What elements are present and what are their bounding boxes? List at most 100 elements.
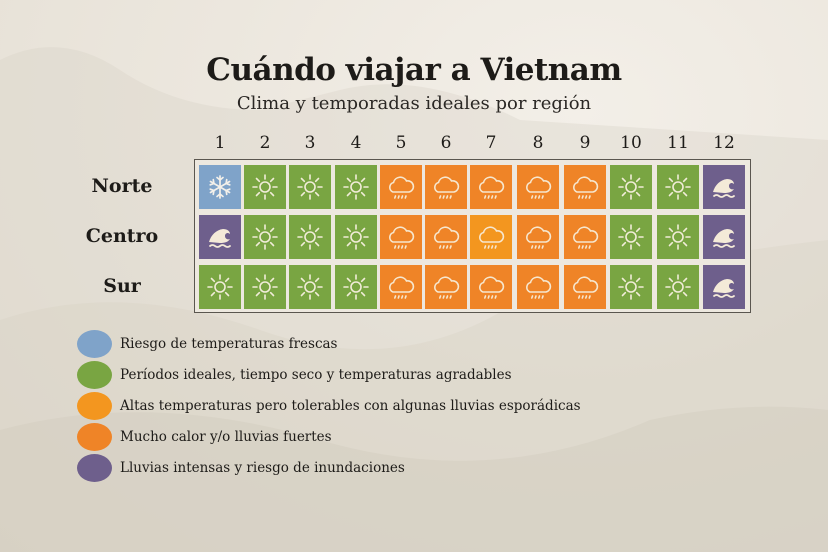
rain-cloud-icon <box>385 171 417 203</box>
month-label: 4 <box>350 133 362 153</box>
month-label: 12 <box>713 133 735 153</box>
sun-icon <box>615 221 647 253</box>
legend-item-ideal: Períodos ideales, tiempo seco y temperat… <box>77 359 581 390</box>
sun-icon <box>294 171 326 203</box>
sun-icon <box>204 271 236 303</box>
sun-icon <box>249 271 281 303</box>
legend-swatch <box>77 391 112 420</box>
cell-norte-10 <box>610 165 652 209</box>
legend: Riesgo de temperaturas frescas Períodos i… <box>77 328 581 483</box>
legend-swatch <box>77 422 112 451</box>
month-label: 11 <box>667 133 689 153</box>
rain-cloud-icon <box>522 221 554 253</box>
legend-swatch <box>77 453 112 482</box>
rain-cloud-icon <box>569 171 601 203</box>
cell-sur-6 <box>425 265 467 309</box>
legend-swatch <box>77 329 112 358</box>
cell-centro-9 <box>564 215 606 259</box>
month-header: 1 2 3 4 5 6 7 8 9 10 11 12 <box>0 133 828 155</box>
wave-icon <box>204 221 236 253</box>
rain-cloud-icon <box>475 221 507 253</box>
rain-cloud-icon <box>475 271 507 303</box>
snowflake-icon <box>204 171 236 203</box>
rain-cloud-icon <box>569 271 601 303</box>
month-label: 8 <box>532 133 544 153</box>
sun-icon <box>615 171 647 203</box>
region-label-centro: Centro <box>85 225 159 247</box>
cell-norte-2 <box>244 165 286 209</box>
cell-centro-4 <box>335 215 377 259</box>
cell-sur-2 <box>244 265 286 309</box>
sun-icon <box>615 271 647 303</box>
rain-cloud-icon <box>522 271 554 303</box>
cell-centro-5 <box>380 215 422 259</box>
cell-centro-3 <box>289 215 331 259</box>
rain-cloud-icon <box>430 271 462 303</box>
cell-norte-11 <box>657 165 699 209</box>
cell-centro-11 <box>657 215 699 259</box>
cell-sur-5 <box>380 265 422 309</box>
cell-sur-9 <box>564 265 606 309</box>
legend-label: Lluvias intensas y riesgo de inundacione… <box>120 459 405 476</box>
month-label: 6 <box>440 133 452 153</box>
sun-icon <box>340 271 372 303</box>
legend-item-cool: Riesgo de temperaturas frescas <box>77 328 581 359</box>
sun-icon <box>662 171 694 203</box>
sun-icon <box>249 221 281 253</box>
cell-norte-1 <box>199 165 241 209</box>
legend-item-flood: Lluvias intensas y riesgo de inundacione… <box>77 452 581 483</box>
sun-icon <box>249 171 281 203</box>
cell-centro-6 <box>425 215 467 259</box>
month-label: 7 <box>485 133 497 153</box>
cell-sur-3 <box>289 265 331 309</box>
chart-title: Cuándo viajar a Vietnam <box>206 52 622 88</box>
cell-sur-8 <box>517 265 559 309</box>
rain-cloud-icon <box>430 221 462 253</box>
cell-sur-7 <box>470 265 512 309</box>
sun-icon <box>340 171 372 203</box>
sun-icon <box>662 271 694 303</box>
cell-norte-8 <box>517 165 559 209</box>
sun-icon <box>662 221 694 253</box>
cell-sur-11 <box>657 265 699 309</box>
cell-norte-6 <box>425 165 467 209</box>
rain-cloud-icon <box>569 221 601 253</box>
legend-label: Altas temperaturas pero tolerables con a… <box>120 397 581 414</box>
cell-sur-1 <box>199 265 241 309</box>
month-label: 1 <box>214 133 226 153</box>
region-label-sur: Sur <box>103 275 141 297</box>
wave-icon <box>708 171 740 203</box>
region-label-norte: Norte <box>91 175 153 197</box>
legend-label: Períodos ideales, tiempo seco y temperat… <box>120 366 512 383</box>
legend-swatch <box>77 360 112 389</box>
cell-norte-4 <box>335 165 377 209</box>
calendar-grid <box>194 159 751 313</box>
cell-centro-2 <box>244 215 286 259</box>
cell-sur-12 <box>703 265 745 309</box>
sun-icon <box>294 271 326 303</box>
month-label: 5 <box>395 133 407 153</box>
wave-icon <box>708 221 740 253</box>
month-label: 3 <box>304 133 316 153</box>
month-label: 10 <box>620 133 642 153</box>
wave-icon <box>708 271 740 303</box>
cell-centro-7 <box>470 215 512 259</box>
legend-item-tolerable: Altas temperaturas pero tolerables con a… <box>77 390 581 421</box>
cell-norte-5 <box>380 165 422 209</box>
rain-cloud-icon <box>522 171 554 203</box>
sun-icon <box>294 221 326 253</box>
month-label: 9 <box>579 133 591 153</box>
legend-label: Riesgo de temperaturas frescas <box>120 335 338 352</box>
cell-centro-1 <box>199 215 241 259</box>
rain-cloud-icon <box>385 221 417 253</box>
legend-label: Mucho calor y/o lluvias fuertes <box>120 428 332 445</box>
chart-subtitle: Clima y temporadas ideales por región <box>236 93 592 114</box>
cell-centro-12 <box>703 215 745 259</box>
legend-item-hot_rain: Mucho calor y/o lluvias fuertes <box>77 421 581 452</box>
rain-cloud-icon <box>430 171 462 203</box>
cell-centro-10 <box>610 215 652 259</box>
cell-centro-8 <box>517 215 559 259</box>
cell-sur-4 <box>335 265 377 309</box>
cell-norte-12 <box>703 165 745 209</box>
sun-icon <box>340 221 372 253</box>
